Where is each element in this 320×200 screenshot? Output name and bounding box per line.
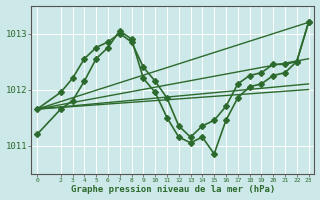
X-axis label: Graphe pression niveau de la mer (hPa): Graphe pression niveau de la mer (hPa) (71, 185, 275, 194)
